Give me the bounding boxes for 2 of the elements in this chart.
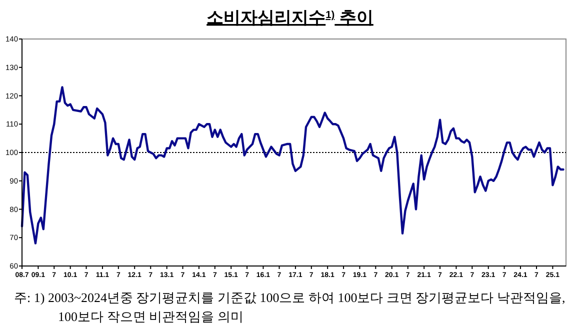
- line-series: [20, 86, 564, 244]
- text: 주: 1) 2003~2024년중 장기평균치를 기준값 100으로 하여 100보다 크면 장기평균보다 낙관적임을, 100보다 작으면 비관적임을 의미: [14, 289, 566, 326]
